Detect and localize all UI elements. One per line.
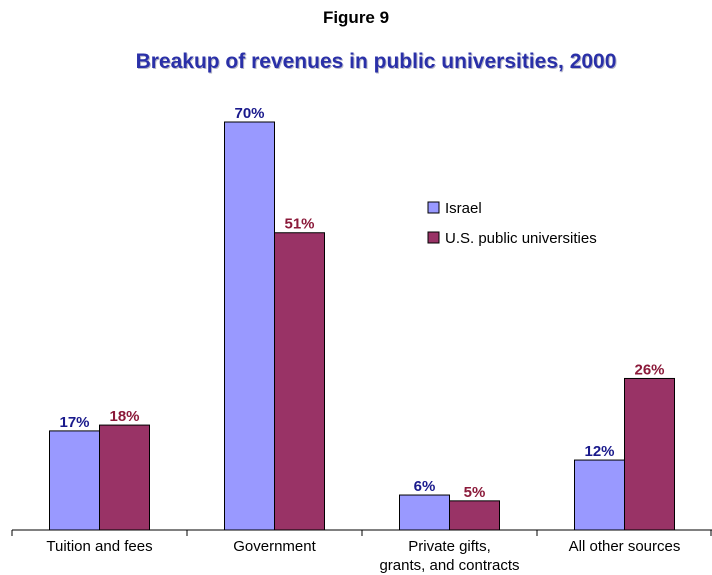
data-label-us: 5% bbox=[464, 484, 486, 501]
bar-israel bbox=[399, 494, 450, 531]
bar-us bbox=[99, 424, 150, 531]
data-label-israel: 70% bbox=[234, 105, 264, 122]
legend-swatch-israel bbox=[427, 201, 440, 214]
x-tick-label: All other sources bbox=[569, 538, 681, 555]
figure-label: Figure 9 bbox=[322, 8, 390, 27]
data-label-israel: 6% bbox=[414, 478, 436, 495]
chart-title: Breakup of revenues in public universiti… bbox=[135, 50, 617, 73]
legend-swatch-us bbox=[427, 231, 440, 244]
data-label-us: 26% bbox=[634, 361, 664, 378]
x-tick-label: grants, and contracts bbox=[379, 557, 519, 574]
data-label-israel: 17% bbox=[59, 414, 89, 431]
x-tick-label: Private gifts, bbox=[408, 538, 491, 555]
bar-us bbox=[624, 377, 675, 531]
bar-israel bbox=[224, 121, 275, 531]
legend-label-israel: Israel bbox=[445, 200, 482, 217]
bar-israel bbox=[49, 430, 100, 531]
data-label-israel: 12% bbox=[584, 443, 614, 460]
x-tick-label: Government bbox=[233, 538, 316, 555]
data-label-us: 51% bbox=[284, 216, 314, 233]
bar-israel bbox=[574, 459, 625, 531]
bar-us bbox=[274, 232, 325, 531]
x-tick-label: Tuition and fees bbox=[46, 538, 152, 555]
bar-us bbox=[449, 500, 500, 531]
data-label-us: 18% bbox=[109, 408, 139, 425]
legend-label-us: U.S. public universities bbox=[445, 230, 597, 247]
